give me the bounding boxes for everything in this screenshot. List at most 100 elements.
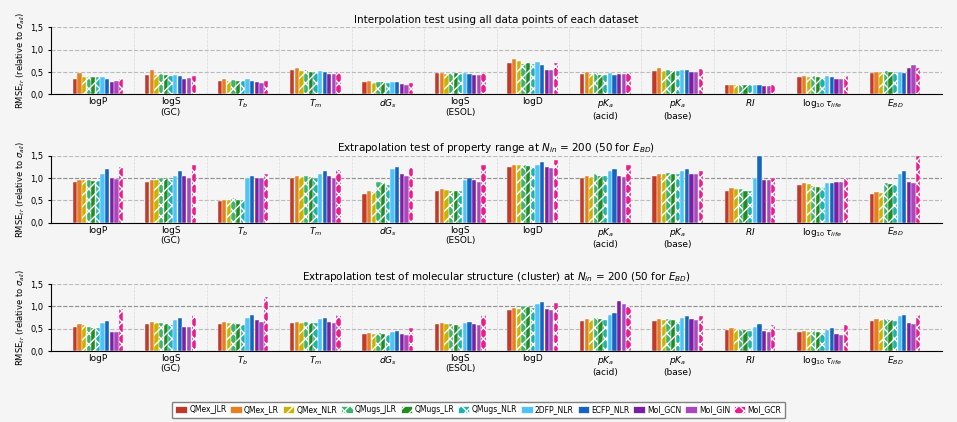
Bar bbox=[439, 324, 444, 351]
Bar bbox=[259, 322, 263, 351]
Bar bbox=[598, 176, 603, 223]
Bar bbox=[363, 194, 367, 223]
Bar bbox=[434, 191, 439, 223]
Bar bbox=[835, 334, 838, 351]
Bar bbox=[517, 61, 521, 95]
Bar bbox=[404, 335, 409, 351]
Title: Extrapolation test of molecular structure (cluster) at $N_{in}$ = 200 (50 for $E: Extrapolation test of molecular structur… bbox=[302, 270, 691, 284]
Bar bbox=[893, 185, 898, 223]
Bar bbox=[911, 184, 916, 223]
Bar bbox=[164, 325, 167, 351]
Bar bbox=[318, 70, 323, 95]
Bar bbox=[653, 71, 657, 95]
Bar bbox=[308, 323, 313, 351]
Bar bbox=[762, 87, 767, 95]
Bar bbox=[666, 70, 671, 95]
Title: Extrapolation test of property range at $N_{in}$ = 200 (50 for $E_{BD}$): Extrapolation test of property range at … bbox=[338, 141, 656, 155]
Bar bbox=[463, 73, 467, 95]
Bar bbox=[463, 324, 467, 351]
Bar bbox=[409, 167, 413, 223]
Bar bbox=[676, 71, 679, 95]
Bar bbox=[888, 184, 893, 223]
Bar bbox=[227, 200, 232, 223]
Bar bbox=[825, 184, 830, 223]
Bar bbox=[337, 72, 341, 95]
Bar bbox=[367, 81, 371, 95]
Bar bbox=[839, 182, 843, 223]
Bar bbox=[820, 78, 825, 95]
Bar bbox=[73, 327, 77, 351]
Bar bbox=[898, 72, 901, 95]
Bar bbox=[82, 180, 86, 223]
Bar bbox=[883, 184, 888, 223]
Bar bbox=[622, 177, 626, 223]
Bar bbox=[507, 63, 512, 95]
Bar bbox=[807, 332, 811, 351]
Bar bbox=[617, 74, 621, 95]
Bar bbox=[812, 76, 815, 95]
Bar bbox=[653, 176, 657, 223]
Bar bbox=[444, 74, 449, 95]
Bar bbox=[734, 189, 739, 223]
Bar bbox=[381, 82, 386, 95]
Bar bbox=[802, 184, 806, 223]
Bar bbox=[870, 194, 874, 223]
Y-axis label: RMSE$_{tr}$ (relative to $\sigma_{all}$): RMSE$_{tr}$ (relative to $\sigma_{all}$) bbox=[15, 141, 28, 238]
Bar bbox=[844, 76, 848, 95]
Bar bbox=[86, 327, 91, 351]
Bar bbox=[290, 178, 295, 223]
Bar bbox=[593, 73, 598, 95]
Bar bbox=[666, 173, 671, 223]
Bar bbox=[439, 189, 444, 223]
Bar bbox=[232, 198, 235, 223]
Bar bbox=[164, 75, 167, 95]
Bar bbox=[661, 320, 666, 351]
Bar bbox=[612, 75, 616, 95]
Bar bbox=[622, 304, 626, 351]
Bar bbox=[390, 169, 394, 223]
Bar bbox=[78, 325, 81, 351]
Bar bbox=[86, 76, 91, 95]
Bar bbox=[173, 176, 177, 223]
Bar bbox=[689, 72, 694, 95]
Bar bbox=[119, 308, 123, 351]
Bar bbox=[376, 333, 381, 351]
Bar bbox=[439, 73, 444, 95]
Bar bbox=[762, 180, 767, 223]
Bar bbox=[467, 74, 472, 95]
Bar bbox=[318, 319, 323, 351]
Bar bbox=[458, 326, 462, 351]
Bar bbox=[724, 330, 729, 351]
Bar bbox=[870, 73, 874, 95]
Bar bbox=[236, 81, 240, 95]
Bar bbox=[481, 165, 485, 223]
Bar bbox=[227, 81, 232, 95]
Y-axis label: RMSE$_{tr}$ (relative to $\sigma_{all}$): RMSE$_{tr}$ (relative to $\sigma_{all}$) bbox=[15, 269, 28, 366]
Bar bbox=[78, 180, 81, 223]
Bar bbox=[115, 333, 119, 351]
Bar bbox=[879, 193, 883, 223]
Bar bbox=[626, 306, 631, 351]
Bar bbox=[145, 325, 149, 351]
Legend: QMex_JLR, QMex_LR, QMex_NLR, QMugs_JLR, QMugs_LR, QMugs_NLR, 2DFP_NLR, ECFP_NLR,: QMex_JLR, QMex_LR, QMex_NLR, QMugs_JLR, … bbox=[171, 402, 786, 418]
Bar bbox=[767, 87, 770, 95]
Bar bbox=[400, 84, 404, 95]
Bar bbox=[802, 331, 806, 351]
Bar bbox=[327, 176, 331, 223]
Bar bbox=[245, 178, 250, 223]
Bar bbox=[168, 325, 172, 351]
Bar bbox=[182, 176, 187, 223]
Bar bbox=[522, 165, 525, 223]
Bar bbox=[290, 70, 295, 95]
Bar bbox=[444, 190, 449, 223]
Bar bbox=[91, 77, 96, 95]
Bar bbox=[916, 314, 921, 351]
Bar bbox=[815, 333, 820, 351]
Bar bbox=[91, 327, 96, 351]
Bar bbox=[522, 64, 525, 95]
Bar bbox=[376, 182, 381, 223]
Bar bbox=[671, 173, 676, 223]
Bar bbox=[699, 316, 703, 351]
Y-axis label: RMSE$_{tr}$ (relative to $\sigma_{all}$): RMSE$_{tr}$ (relative to $\sigma_{all}$) bbox=[15, 12, 28, 109]
Bar bbox=[149, 70, 154, 95]
